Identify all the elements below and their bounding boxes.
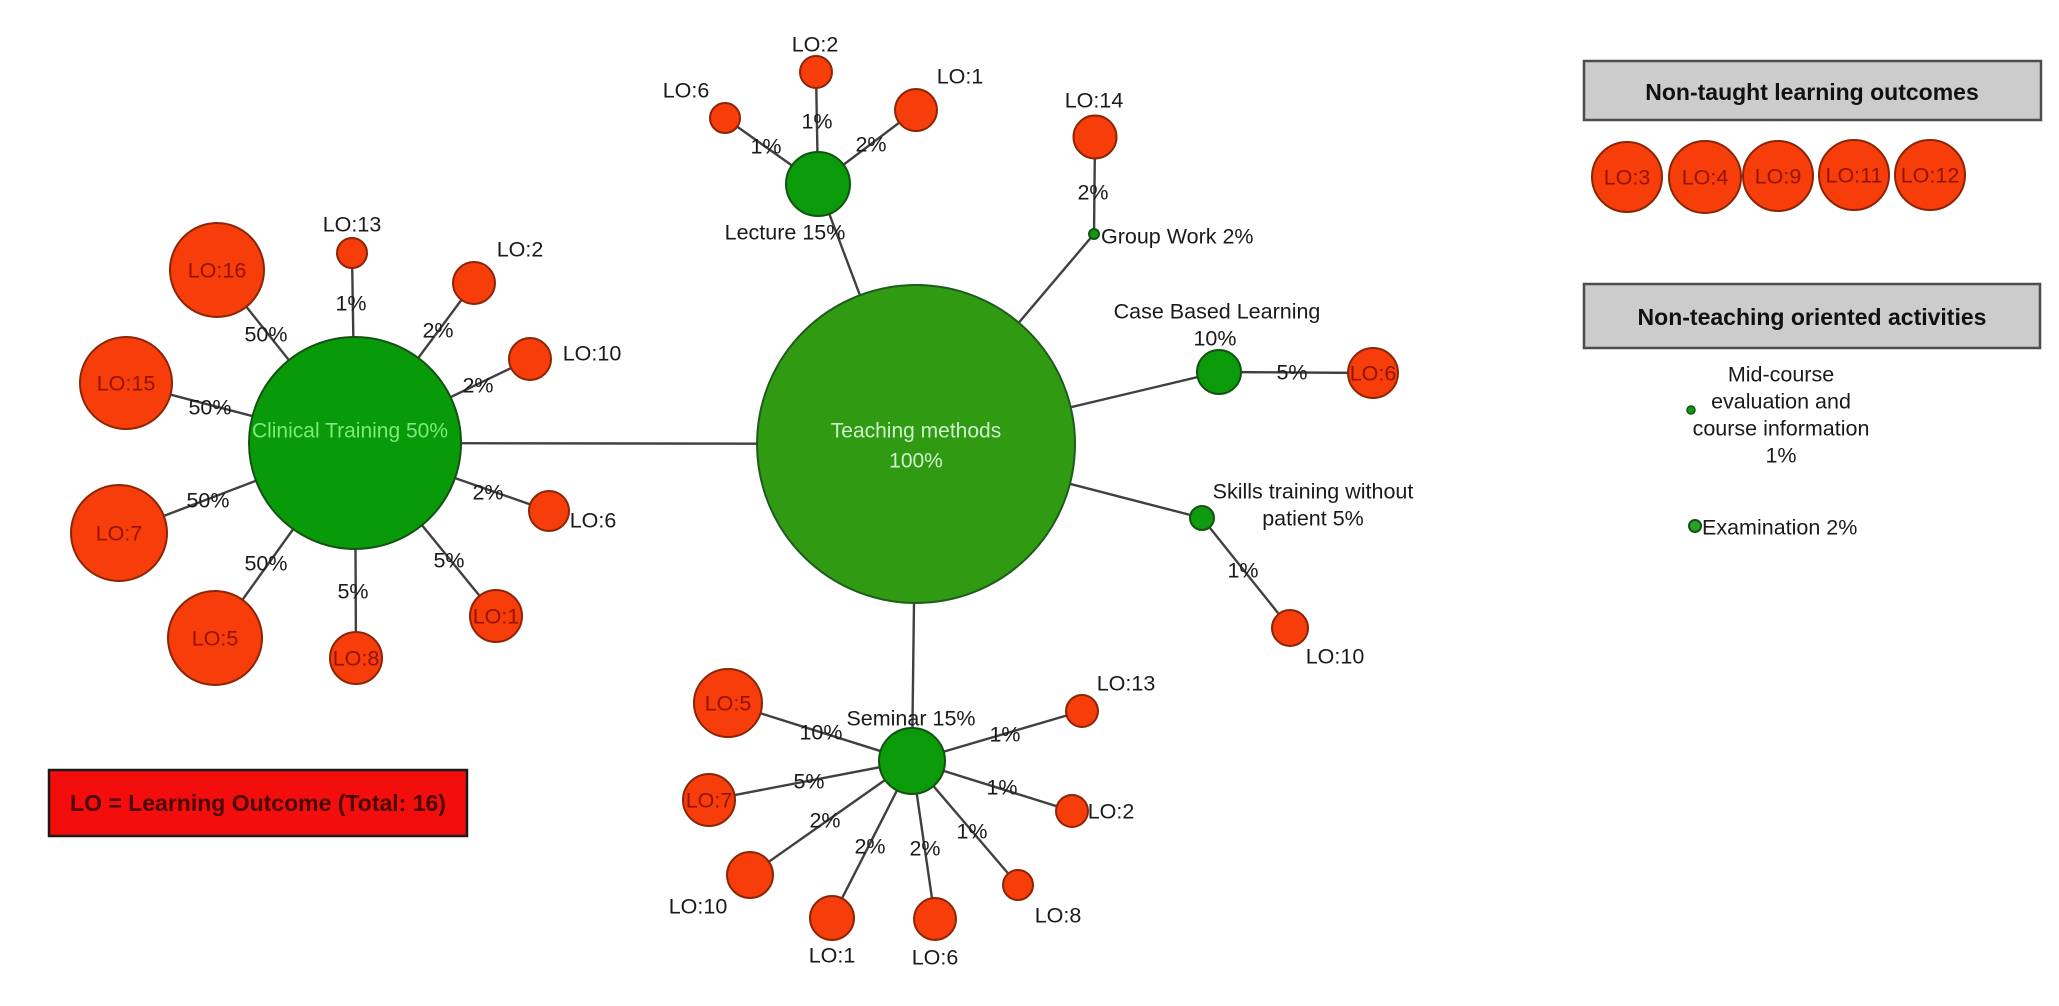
svg-text:LO:9: LO:9 [1755, 165, 1802, 189]
svg-text:1%: 1% [750, 135, 781, 159]
svg-text:2%: 2% [854, 835, 885, 859]
svg-text:100%: 100% [889, 449, 943, 472]
svg-text:LO:6: LO:6 [663, 79, 710, 103]
svg-text:2%: 2% [462, 374, 493, 398]
svg-text:LO:13: LO:13 [1097, 672, 1156, 696]
svg-text:LO:8: LO:8 [333, 647, 380, 671]
svg-text:1%: 1% [335, 292, 366, 316]
svg-text:1%: 1% [1765, 444, 1796, 468]
svg-text:LO = Learning Outcome (Total:: LO = Learning Outcome (Total: 16) [70, 790, 446, 816]
svg-text:1%: 1% [1227, 559, 1258, 583]
svg-text:LO:6: LO:6 [1350, 362, 1397, 386]
svg-text:LO:2: LO:2 [497, 238, 544, 262]
svg-text:LO:10: LO:10 [669, 895, 728, 919]
svg-text:LO:5: LO:5 [705, 692, 752, 716]
svg-text:Mid-course: Mid-course [1728, 363, 1834, 387]
svg-text:LO:7: LO:7 [96, 522, 143, 546]
svg-text:LO:10: LO:10 [563, 342, 622, 366]
svg-text:50%: 50% [188, 396, 231, 420]
svg-text:5%: 5% [1276, 361, 1307, 385]
svg-text:LO:3: LO:3 [1604, 166, 1651, 190]
svg-text:2%: 2% [472, 481, 503, 505]
svg-text:LO:2: LO:2 [1088, 800, 1135, 824]
svg-text:LO:10: LO:10 [1306, 645, 1365, 669]
svg-text:10%: 10% [1193, 327, 1236, 351]
svg-text:LO:1: LO:1 [809, 944, 856, 968]
svg-text:Case Based Learning: Case Based Learning [1114, 300, 1321, 324]
svg-text:LO:1: LO:1 [937, 65, 984, 89]
svg-text:2%: 2% [422, 319, 453, 343]
svg-text:1%: 1% [956, 820, 987, 844]
svg-text:5%: 5% [337, 580, 368, 604]
svg-text:2%: 2% [855, 133, 886, 157]
svg-text:LO:5: LO:5 [192, 627, 239, 651]
svg-text:LO:6: LO:6 [570, 509, 617, 533]
svg-text:LO:15: LO:15 [97, 372, 156, 396]
svg-text:50%: 50% [244, 323, 287, 347]
svg-text:Teaching methods: Teaching methods [831, 419, 1001, 442]
svg-text:LO:8: LO:8 [1035, 904, 1082, 928]
svg-text:Skills training without: Skills training without [1213, 480, 1414, 504]
svg-text:5%: 5% [433, 549, 464, 573]
svg-text:LO:13: LO:13 [323, 213, 382, 237]
svg-text:evaluation and: evaluation and [1711, 390, 1851, 414]
svg-text:LO:12: LO:12 [1901, 164, 1960, 188]
svg-text:Non-teaching oriented activiti: Non-teaching oriented activities [1638, 304, 1987, 330]
svg-text:10%: 10% [799, 721, 842, 745]
svg-text:1%: 1% [986, 776, 1017, 800]
svg-text:Non-taught learning outcomes: Non-taught learning outcomes [1645, 79, 1979, 105]
svg-text:Group Work 2%: Group Work 2% [1101, 225, 1254, 249]
svg-text:LO:7: LO:7 [686, 789, 733, 813]
svg-text:2%: 2% [809, 809, 840, 833]
svg-text:1%: 1% [801, 110, 832, 134]
svg-text:LO:2: LO:2 [792, 33, 839, 57]
svg-text:LO:14: LO:14 [1065, 89, 1124, 113]
svg-text:LO:16: LO:16 [188, 259, 247, 283]
svg-text:LO:11: LO:11 [1826, 164, 1883, 188]
svg-text:50%: 50% [244, 552, 287, 576]
svg-text:2%: 2% [909, 837, 940, 861]
svg-text:patient 5%: patient 5% [1262, 507, 1364, 531]
svg-text:Clinical Training 50%: Clinical Training 50% [252, 419, 448, 442]
svg-text:2%: 2% [1077, 181, 1108, 205]
svg-text:LO:6: LO:6 [912, 946, 959, 970]
svg-text:Lecture 15%: Lecture 15% [725, 221, 846, 245]
svg-text:5%: 5% [793, 770, 824, 794]
svg-text:Examination 2%: Examination 2% [1702, 516, 1857, 540]
svg-text:1%: 1% [989, 723, 1020, 747]
svg-text:course information: course information [1693, 417, 1870, 441]
svg-text:Seminar 15%: Seminar 15% [846, 707, 975, 731]
svg-text:LO:4: LO:4 [1682, 166, 1729, 190]
svg-text:50%: 50% [186, 489, 229, 513]
svg-text:LO:1: LO:1 [473, 605, 520, 629]
